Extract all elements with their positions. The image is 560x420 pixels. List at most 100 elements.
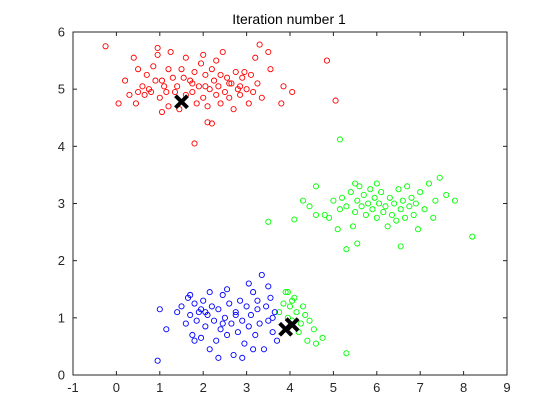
data-point xyxy=(260,346,268,353)
data-point xyxy=(221,88,228,96)
data-point xyxy=(226,94,233,101)
data-point xyxy=(180,74,187,81)
data-point xyxy=(213,91,220,98)
data-point xyxy=(130,54,137,61)
data-point xyxy=(224,286,231,293)
data-point xyxy=(191,140,198,147)
data-point xyxy=(219,48,226,56)
x-tick-label: -1 xyxy=(67,380,79,395)
data-point xyxy=(362,211,370,218)
data-point xyxy=(232,309,239,316)
data-point xyxy=(250,346,257,353)
data-point xyxy=(241,68,248,76)
data-point xyxy=(263,303,270,310)
data-point xyxy=(304,337,311,344)
data-point xyxy=(193,317,200,324)
data-point xyxy=(369,206,376,213)
data-point xyxy=(243,303,250,310)
x-tick-label: 8 xyxy=(460,380,467,395)
y-tick-label: 0 xyxy=(58,368,65,383)
data-point xyxy=(197,60,205,67)
x-tick-label: 4 xyxy=(286,380,293,395)
data-point xyxy=(360,191,367,198)
data-point xyxy=(165,66,172,73)
data-point xyxy=(371,194,378,201)
data-point xyxy=(334,226,341,233)
data-point xyxy=(265,317,272,324)
data-point xyxy=(280,300,287,307)
data-point xyxy=(289,297,296,304)
data-point xyxy=(210,317,218,324)
data-point xyxy=(200,297,207,304)
x-tick-label: 9 xyxy=(503,380,510,395)
x-tick-label: 3 xyxy=(243,380,250,395)
data-point xyxy=(432,197,439,204)
data-point xyxy=(319,334,326,341)
data-point xyxy=(213,57,220,64)
data-point xyxy=(158,77,166,84)
data-point xyxy=(312,211,320,218)
data-point xyxy=(443,191,450,198)
data-point xyxy=(330,197,337,204)
data-point xyxy=(388,211,396,218)
data-point xyxy=(323,57,330,64)
x-tick-label: 1 xyxy=(156,380,163,395)
data-point xyxy=(352,180,359,187)
data-point xyxy=(332,97,339,104)
data-point xyxy=(102,43,109,50)
data-point xyxy=(382,203,389,210)
data-point xyxy=(210,77,218,84)
points-layer xyxy=(102,41,476,364)
data-point xyxy=(293,309,300,316)
data-point xyxy=(406,203,413,210)
data-point xyxy=(237,91,244,98)
data-point xyxy=(349,223,356,230)
cluster-3-points xyxy=(154,271,281,364)
data-point xyxy=(258,271,265,279)
data-point xyxy=(247,311,254,319)
data-point xyxy=(250,88,257,96)
data-point xyxy=(356,183,363,190)
data-point xyxy=(204,119,211,126)
data-point xyxy=(200,94,207,101)
data-point xyxy=(378,189,385,196)
data-point xyxy=(237,297,244,304)
data-point xyxy=(206,346,213,353)
data-point xyxy=(237,83,244,90)
data-point xyxy=(135,66,142,73)
data-point xyxy=(226,300,233,307)
data-point xyxy=(252,54,259,61)
y-tick-label: 4 xyxy=(58,139,65,154)
data-point xyxy=(395,186,402,193)
data-point xyxy=(228,320,235,327)
data-point xyxy=(417,189,424,196)
data-point xyxy=(215,306,222,313)
data-point xyxy=(122,77,129,84)
data-point xyxy=(399,197,406,204)
y-tick-label: 2 xyxy=(58,253,65,268)
data-point xyxy=(469,233,476,240)
data-point xyxy=(189,331,196,339)
data-point xyxy=(182,54,189,61)
data-point xyxy=(397,206,404,213)
data-point xyxy=(141,91,148,98)
data-point xyxy=(161,83,168,90)
centroid-marker xyxy=(174,94,189,110)
data-point xyxy=(243,86,250,93)
data-point xyxy=(174,83,181,90)
data-point xyxy=(197,306,205,313)
data-point xyxy=(254,80,261,87)
data-point xyxy=(219,320,226,327)
data-point xyxy=(182,320,189,327)
data-point xyxy=(265,283,272,290)
data-point xyxy=(273,337,281,344)
data-point xyxy=(312,340,320,347)
data-point xyxy=(202,71,209,78)
data-point xyxy=(156,306,163,313)
data-point xyxy=(321,211,328,218)
data-point xyxy=(247,71,254,78)
y-tick-label: 3 xyxy=(58,196,65,211)
data-point xyxy=(132,100,139,107)
